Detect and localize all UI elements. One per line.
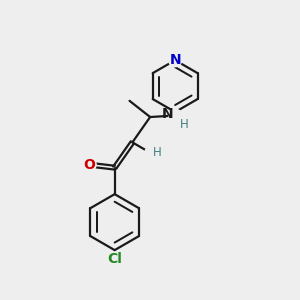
Text: O: O — [84, 158, 96, 172]
Text: H: H — [180, 118, 188, 131]
Circle shape — [169, 54, 182, 67]
Text: N: N — [169, 53, 181, 67]
Circle shape — [169, 109, 182, 122]
Text: N: N — [162, 107, 174, 121]
Circle shape — [145, 147, 155, 158]
Text: Cl: Cl — [107, 253, 122, 266]
Circle shape — [83, 158, 96, 171]
Text: H: H — [152, 146, 161, 159]
